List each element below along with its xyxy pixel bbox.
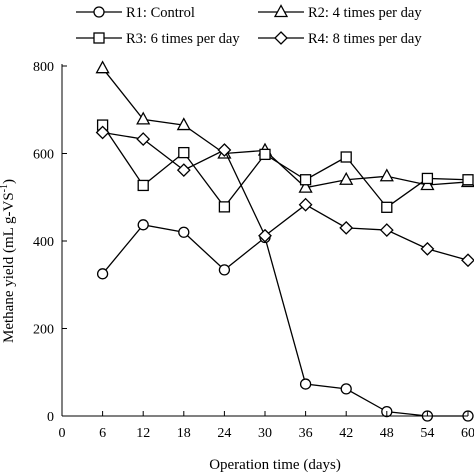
y-axis-title: Methane yield (mL g-VS-1) (0, 179, 17, 343)
x-tick-label: 54 (420, 426, 434, 441)
data-point (258, 228, 272, 243)
x-tick-label: 6 (99, 426, 106, 441)
data-point (137, 179, 149, 192)
x-tick-label: 30 (258, 426, 272, 441)
series-line (102, 224, 468, 417)
data-point (379, 223, 394, 237)
data-point (462, 174, 474, 186)
y-tick-label: 800 (33, 60, 54, 75)
data-point (178, 226, 190, 238)
legend-label: R3: 6 times per day (126, 31, 240, 47)
x-axis-title: Operation time (days) (209, 457, 341, 473)
data-point (461, 253, 474, 268)
legend-label: R4: 8 times per day (308, 31, 422, 47)
x-tick-label: 42 (339, 426, 353, 441)
data-point (137, 219, 149, 231)
x-tick-label: 60 (461, 426, 474, 441)
data-point (95, 60, 110, 74)
y-tick-label: 600 (33, 148, 54, 163)
y-axis-title-superscript: -1 (0, 184, 10, 192)
legend-label: R2: 4 times per day (308, 5, 422, 21)
data-point (298, 179, 313, 193)
series-diamond (95, 125, 474, 268)
legend-item: R4: 8 times per day (258, 31, 422, 47)
legend-marker (273, 4, 289, 18)
legend-item: R1: Control (76, 5, 195, 21)
data-point (379, 168, 394, 182)
data-point (178, 146, 190, 159)
series-line (102, 124, 469, 209)
data-point (298, 197, 313, 212)
data-point (340, 383, 352, 395)
data-point (136, 132, 151, 146)
series-triangle (95, 60, 474, 193)
data-point (95, 125, 110, 140)
data-point (259, 148, 271, 161)
data-point (96, 268, 109, 280)
data-point (381, 201, 393, 213)
y-axis-title-main: Methane yield (mL g-VS (1, 192, 17, 343)
data-point (176, 163, 191, 178)
y-tick-label: 0 (47, 410, 54, 425)
x-tick-label: 24 (217, 426, 231, 441)
data-point (217, 143, 232, 157)
legend: R1: Control R2: 4 times per day R3: 6 time… (76, 4, 422, 47)
series-square (96, 119, 474, 213)
legend-marker (93, 6, 105, 18)
x-tick-label: 0 (59, 426, 66, 441)
x-tick-label: 48 (380, 426, 394, 441)
x-tick-label: 12 (136, 426, 150, 441)
y-tick-label: 200 (33, 323, 54, 338)
legend-item: R2: 4 times per day (258, 4, 422, 21)
legend-marker (274, 31, 288, 45)
series-circle (96, 219, 474, 422)
data-point (339, 220, 354, 235)
data-point (340, 151, 352, 163)
series-line (102, 67, 469, 189)
data-point (339, 171, 354, 185)
data-point (176, 117, 191, 131)
y-tick-label: 400 (33, 235, 54, 250)
series-line (102, 131, 469, 261)
legend-marker (93, 32, 105, 44)
series-layer (95, 60, 474, 422)
data-point (299, 378, 312, 390)
legend-label: R1: Control (126, 5, 195, 21)
x-tick-label: 18 (177, 426, 191, 441)
data-point (420, 241, 435, 256)
legend-item: R3: 6 times per day (76, 31, 240, 47)
data-point (421, 172, 434, 185)
y-axis-title-close: ) (1, 179, 17, 184)
data-point (218, 264, 231, 276)
data-point (299, 174, 312, 186)
data-point (218, 201, 231, 213)
x-tick-label: 36 (299, 426, 313, 441)
data-point (136, 111, 151, 125)
